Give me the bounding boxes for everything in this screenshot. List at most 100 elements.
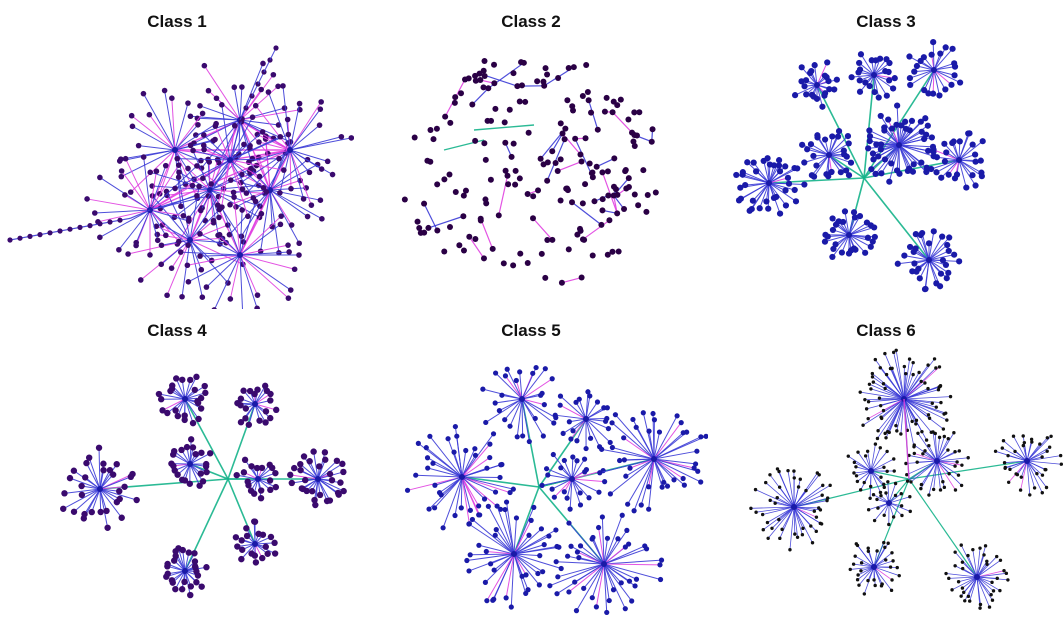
edge [260,189,271,252]
edge [415,474,463,478]
node [244,478,251,485]
node [901,252,908,259]
node [579,93,586,100]
node [133,496,140,504]
node [680,430,686,436]
node [872,578,876,582]
node [95,444,103,451]
node [117,156,124,162]
node [472,446,478,452]
node [959,543,963,547]
edge [585,401,598,420]
node [267,486,274,494]
edge [1013,436,1028,462]
node [875,549,879,553]
node [172,147,178,153]
node [845,140,852,147]
edge [603,538,619,565]
node [208,181,214,187]
panel-class-2: Class 2 [354,0,708,309]
node [484,598,490,604]
node [211,307,217,309]
node [956,473,961,477]
edge [177,548,186,572]
edge [254,403,271,419]
node [883,386,887,391]
node [833,76,840,83]
edge [428,215,464,229]
edge [189,209,220,241]
node [942,86,949,93]
edge [86,198,151,211]
edge [313,451,319,480]
node [900,513,904,518]
node [604,415,610,422]
node [764,480,768,485]
node [793,532,797,536]
node [510,486,516,492]
node [782,187,789,194]
node [831,86,838,93]
node [953,550,957,554]
node [243,190,250,196]
node [252,541,258,547]
edge [1002,447,1028,462]
node [140,90,147,97]
node [523,572,529,578]
edge [933,460,938,490]
node [1045,449,1049,453]
edge [547,474,573,480]
node [458,505,464,511]
edge [551,478,573,490]
edge [88,457,101,490]
node [569,199,576,206]
node [643,546,650,552]
node [187,583,195,590]
node [879,584,884,588]
node [919,482,924,487]
node [949,45,956,52]
node [778,536,782,541]
node [218,101,225,108]
edge [768,182,795,191]
node [1002,461,1007,465]
node [300,196,307,202]
node [584,89,591,96]
edge [888,502,911,512]
node [169,95,175,101]
node [425,224,432,231]
node [431,505,438,511]
edge [492,553,515,601]
node [813,162,820,169]
edge [915,233,930,261]
edge [868,144,900,149]
node [956,138,963,145]
edge [903,398,917,425]
node [469,516,476,523]
edge [229,125,236,161]
node [945,247,952,255]
node [277,190,283,196]
edge [921,460,938,485]
node [966,456,970,460]
edge [850,566,875,570]
node [442,113,449,120]
node [260,60,266,67]
node [1018,488,1023,492]
node [895,429,899,433]
edge [887,119,900,146]
node [764,155,771,162]
panel-title: Class 1 [147,12,207,31]
edge [872,373,905,400]
node [103,507,110,515]
edge [963,576,978,593]
edge [461,464,501,478]
node [278,213,284,219]
node [748,205,755,213]
edge [921,232,930,261]
node [807,141,815,148]
node [691,465,697,471]
node [775,495,779,500]
node [186,480,194,487]
node [234,543,241,550]
